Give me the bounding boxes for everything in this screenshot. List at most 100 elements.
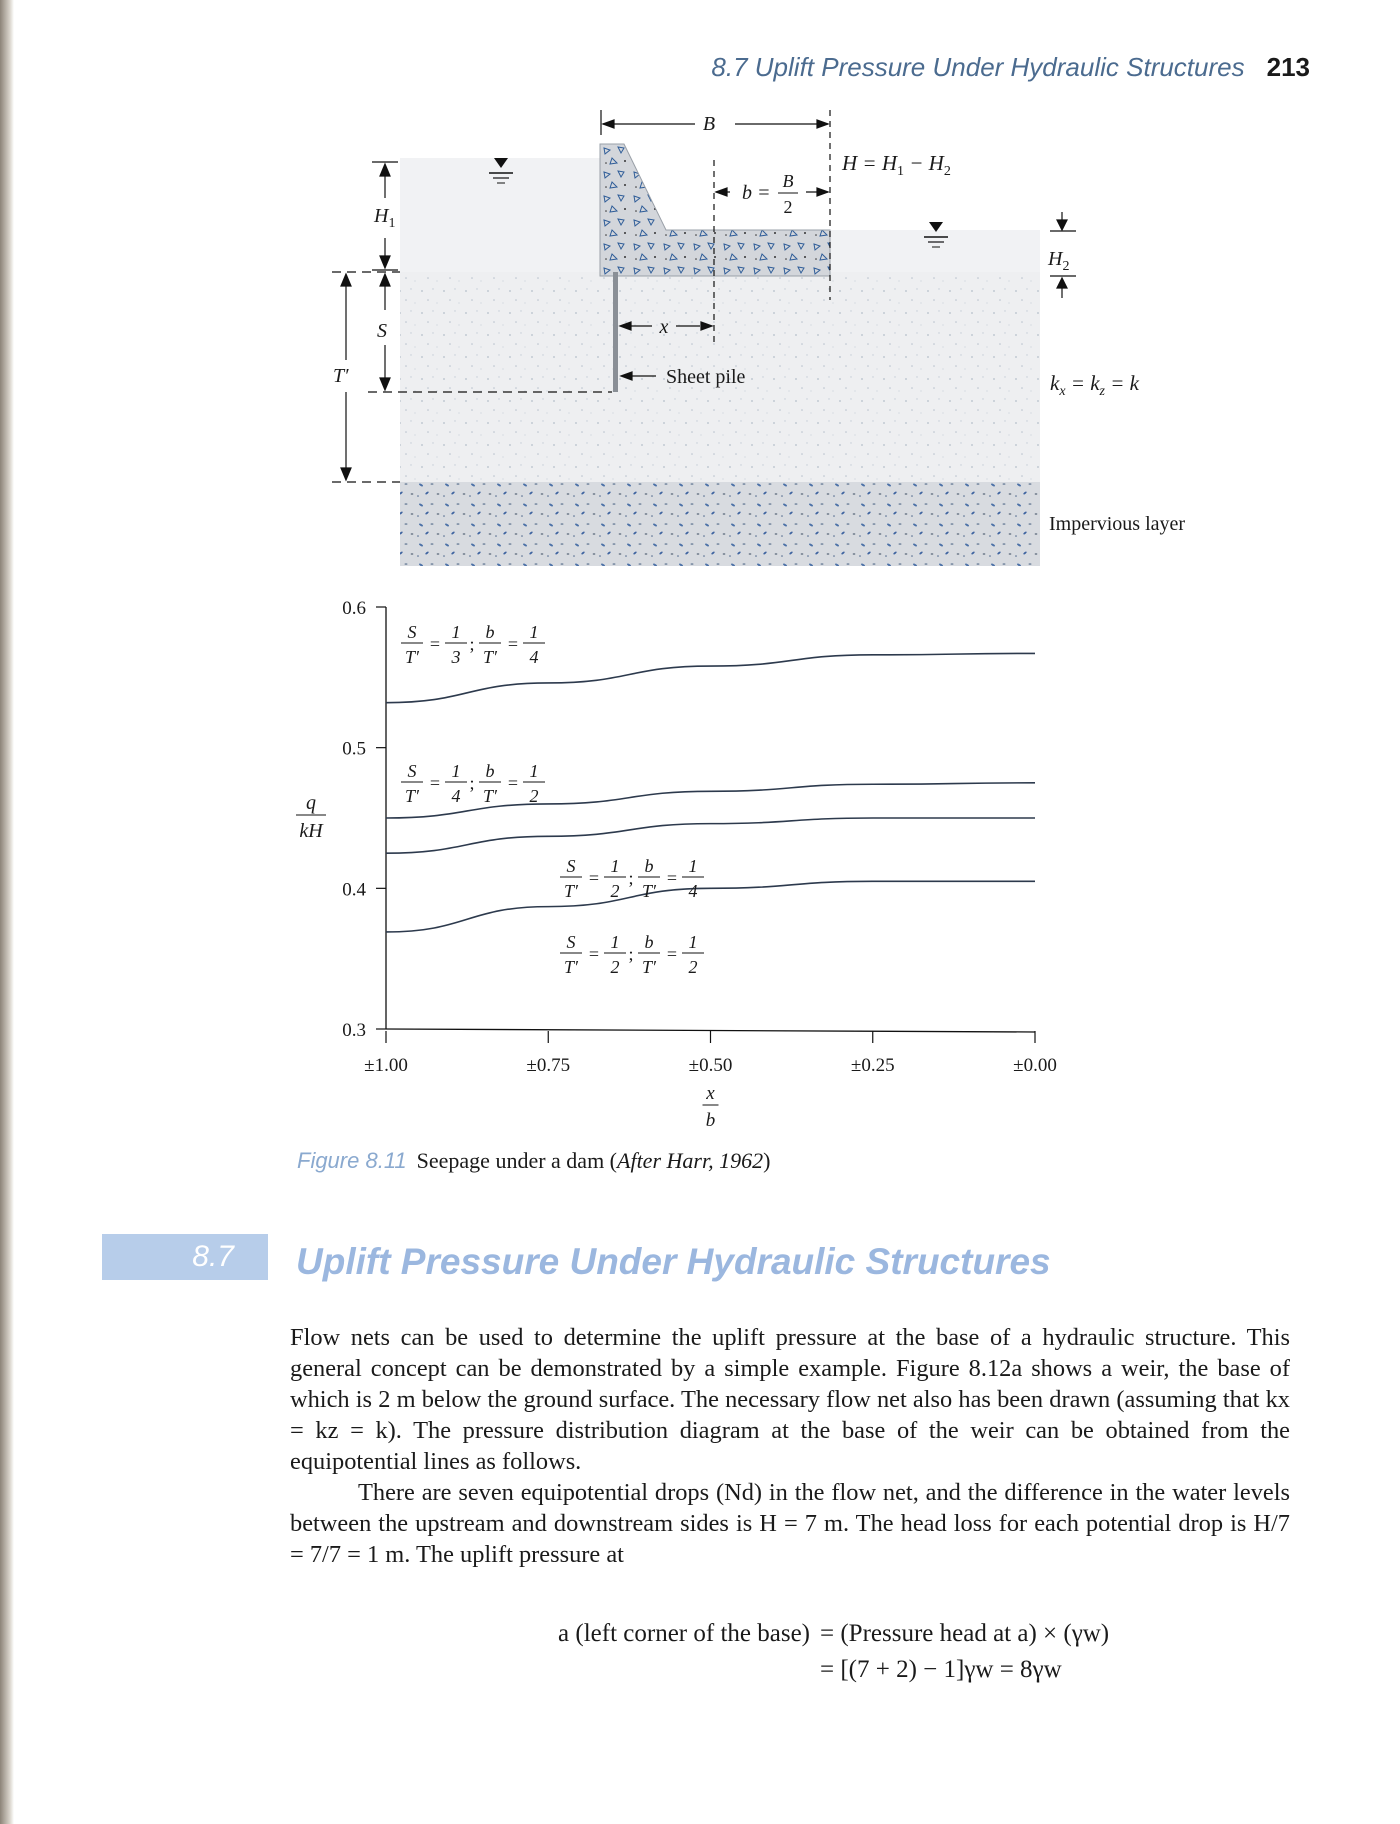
caption-text: Seepage under a dam ( xyxy=(416,1148,618,1173)
label-S-over-T-num: S xyxy=(408,622,417,642)
label-equals-1: = xyxy=(430,773,440,793)
running-head-title: 8.7 Uplift Pressure Under Hydraulic Stru… xyxy=(711,52,1245,82)
label-b-over-T-num: b xyxy=(645,932,654,952)
label-b-over-T-den: T′ xyxy=(642,881,657,901)
x-tick-label: ±1.00 xyxy=(364,1055,408,1076)
y-axis-label-numerator: q xyxy=(306,792,316,814)
label-equals-1: = xyxy=(430,634,440,654)
label-equals-2: = xyxy=(667,868,677,888)
label-B: B xyxy=(703,113,715,135)
x-axis-label-denominator: b xyxy=(706,1110,716,1131)
downstream-water-level-icon xyxy=(924,222,948,248)
dimension-B xyxy=(600,110,831,300)
y-tick-label: 0.3 xyxy=(342,1020,366,1041)
label-ratio-1-num: 1 xyxy=(611,932,620,952)
label-ratio-2-num: 1 xyxy=(530,761,539,781)
x-axis-line xyxy=(385,1028,1036,1033)
label-S-over-T-den: T′ xyxy=(405,786,420,806)
chart-series-lines xyxy=(385,652,1036,933)
y-tick-label: 0.6 xyxy=(342,598,366,619)
label-ratio-1-den: 4 xyxy=(452,786,461,806)
label-equals-2: = xyxy=(508,634,518,654)
label-ratio-1-num: 1 xyxy=(452,622,461,642)
equation-line2-rhs: = [(7 + 2) − 1]γw = 8γw xyxy=(820,1656,1062,1683)
dimension-S xyxy=(368,272,612,393)
x-tick-label: ±0.25 xyxy=(851,1055,895,1076)
section-number: 8.7 xyxy=(102,1234,268,1280)
dimension-b xyxy=(713,160,830,345)
y-tick-label: 0.4 xyxy=(342,879,366,900)
seepage-chart: 0.30.40.50.6±1.00 ±0.75 ±0.50 ±0.25 ±0.00xbq… xyxy=(296,598,1057,1131)
label-head-difference: H = H1 − H2 xyxy=(841,151,951,179)
chart-curve-labels: ST′=13;bT′=14ST′=14;bT′=12ST′=12;bT′=14S… xyxy=(401,622,704,977)
label-equals-2: = xyxy=(508,773,518,793)
label-b-over-T-num: b xyxy=(486,761,495,781)
curve-label-2: S T′ = 1 4; b T′ = 1 2 xyxy=(401,761,545,806)
chart-axes xyxy=(376,606,1036,1043)
curve-label-1: S T′ = 1 3; b T′ = 1 4 xyxy=(401,622,545,667)
label-ratio-1-den: 3 xyxy=(451,647,461,667)
y-axis-label-denominator: kH xyxy=(299,820,324,842)
figure-caption: Figure 8.11 Seepage under a dam (After Ha… xyxy=(297,1148,770,1174)
dimension-H1 xyxy=(372,161,398,271)
label-S-over-T-den: T′ xyxy=(564,957,579,977)
x-tick-label: ±0.75 xyxy=(526,1055,570,1076)
equation-block: a (left corner of the base) = (Pressure … xyxy=(460,1620,1160,1692)
label-ratio-2-den: 4 xyxy=(530,647,539,667)
label-ratio-1-num: 1 xyxy=(452,761,461,781)
label-equals-1: = xyxy=(589,944,599,964)
label-ratio-1-num: 1 xyxy=(611,856,620,876)
impervious-layer xyxy=(400,482,1040,566)
dimension-H2 xyxy=(1050,212,1076,298)
x-tick-label: ±0.00 xyxy=(1013,1055,1057,1076)
page-binding-shadow xyxy=(0,0,14,1824)
caption-close: ) xyxy=(763,1148,771,1173)
label-ratio-2-num: 1 xyxy=(530,622,539,642)
label-b-over-T-den: T′ xyxy=(642,957,657,977)
label-sheet-pile: Sheet pile xyxy=(666,366,746,388)
label-x: x xyxy=(659,316,669,338)
x-tick-label: ±0.50 xyxy=(689,1055,733,1076)
paragraph-2: There are seven equipotential drops (Nd)… xyxy=(290,1479,1290,1568)
equation-line1-rhs: = (Pressure head at a) × (γw) xyxy=(820,1620,1110,1647)
chart-tick-labels: 0.30.40.50.6±1.00 ±0.75 ±0.50 ±0.25 ±0.00xbq… xyxy=(296,598,1057,1131)
running-head: 8.7 Uplift Pressure Under Hydraulic Stru… xyxy=(600,52,1310,83)
series-line-4 xyxy=(385,880,1035,933)
label-S-over-T-num: S xyxy=(567,932,576,952)
label-ratio-1-den: 2 xyxy=(611,881,620,901)
y-tick-label: 0.5 xyxy=(342,739,366,760)
label-impervious-layer: Impervious layer xyxy=(1049,513,1185,535)
label-equals-2: = xyxy=(667,944,677,964)
label-H1: H1 xyxy=(373,205,395,231)
caption-citation: After Harr, 1962 xyxy=(617,1148,764,1173)
x-axis-label-numerator: x xyxy=(705,1083,715,1104)
label-b-over-T-num: b xyxy=(486,622,495,642)
dimension-x xyxy=(618,321,714,331)
label-S-over-T-den: T′ xyxy=(564,881,579,901)
equation-line1-lhs: a (left corner of the base) xyxy=(558,1620,810,1647)
label-S-over-T-num: S xyxy=(408,761,417,781)
label-b-over-T-den: T′ xyxy=(483,647,498,667)
label-separator: ; xyxy=(628,868,633,888)
label-separator: ; xyxy=(628,944,633,964)
label-ratio-2-den: 4 xyxy=(689,881,698,901)
label-S-over-T-den: T′ xyxy=(405,647,420,667)
label-H2: H2 xyxy=(1047,248,1069,274)
upstream-water xyxy=(400,158,600,272)
label-b-over-T-num: b xyxy=(645,856,654,876)
upstream-water-level-icon xyxy=(489,158,513,184)
curve-label-4: S T′ = 1 2; b T′ = 1 2 xyxy=(560,932,704,977)
label-ratio-2-den: 2 xyxy=(689,957,698,977)
label-b-frac-den: 2 xyxy=(784,197,793,217)
page-number: 213 xyxy=(1266,52,1310,82)
label-S: S xyxy=(377,320,387,342)
label-ratio-2-num: 1 xyxy=(689,932,698,952)
label-b: b = xyxy=(742,182,771,204)
label-permeability: kx = kz = k xyxy=(1050,371,1140,399)
permeable-soil-layer xyxy=(400,272,1040,482)
label-b-frac-num: B xyxy=(783,171,794,191)
figure-label: Figure 8.11 xyxy=(297,1148,407,1173)
label-ratio-2-den: 2 xyxy=(530,786,539,806)
section-title: Uplift Pressure Under Hydraulic Structur… xyxy=(296,1241,1051,1282)
